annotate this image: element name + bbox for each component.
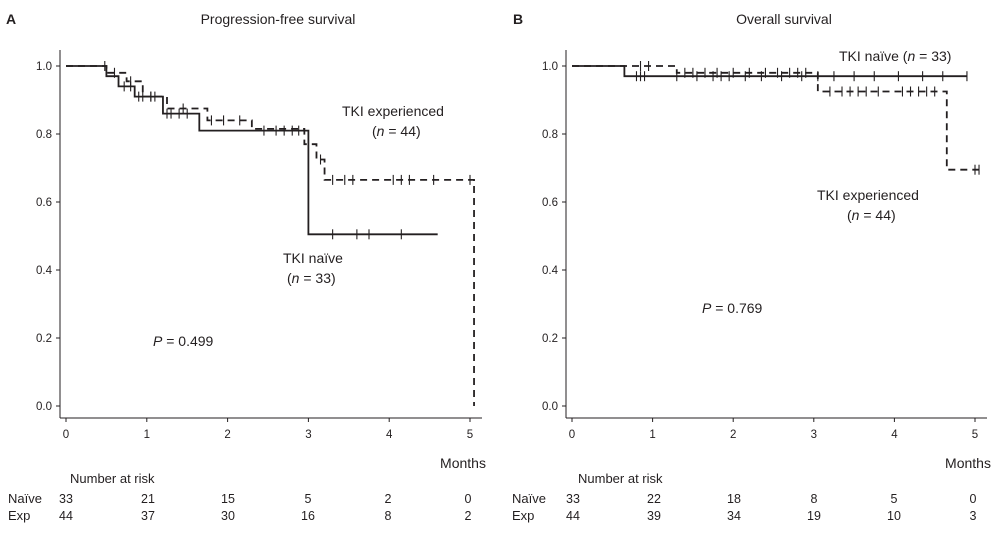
risk-row-label: Exp xyxy=(512,508,534,523)
x-axis-label: Months xyxy=(945,455,991,471)
risk-value: 44 xyxy=(59,509,73,523)
panel-letter: A xyxy=(6,11,16,27)
km-figure: A Progression-free survival 0.0 0.2 0.4 0.6 0.… xyxy=(0,0,1005,535)
risk-value: 30 xyxy=(221,509,235,523)
x-tick-label: 3 xyxy=(811,429,817,441)
y-tick-label: 0.4 xyxy=(36,265,53,277)
risk-row-label: Naïve xyxy=(512,491,546,506)
series-label-naive: TKI naïve (n = 33) xyxy=(839,48,951,64)
risk-value: 10 xyxy=(887,509,901,523)
y-tick-label: 0.4 xyxy=(542,265,559,277)
x-tick-label: 0 xyxy=(569,429,575,441)
risk-value: 39 xyxy=(647,509,661,523)
risk-value: 33 xyxy=(59,492,73,506)
series-label-experienced: TKI experienced xyxy=(342,103,444,119)
x-tick-label: 4 xyxy=(891,429,898,441)
risk-value: 2 xyxy=(465,509,472,523)
y-tick-label: 0.8 xyxy=(36,129,52,141)
y-tick-label: 0.6 xyxy=(542,197,558,209)
risk-value: 8 xyxy=(811,492,818,506)
risk-value: 33 xyxy=(566,492,580,506)
p-value: P = 0.769 xyxy=(702,300,763,316)
y-tick-label: 0.2 xyxy=(36,333,52,345)
risk-value: 22 xyxy=(647,492,661,506)
p-value: P = 0.499 xyxy=(153,333,214,349)
y-tick-label: 0.0 xyxy=(542,401,558,413)
risk-value: 19 xyxy=(807,509,821,523)
risk-row-label: Naïve xyxy=(8,491,42,506)
risk-value: 15 xyxy=(221,492,235,506)
y-tick-label: 0.6 xyxy=(36,197,52,209)
risk-value: 34 xyxy=(727,509,741,523)
x-axis-label: Months xyxy=(440,455,486,471)
x-tick-label: 2 xyxy=(730,429,736,441)
x-tick-label: 0 xyxy=(63,429,69,441)
risk-value: 5 xyxy=(891,492,898,506)
risk-row-label: Exp xyxy=(8,508,30,523)
risk-value: 21 xyxy=(141,492,155,506)
risk-value: 16 xyxy=(301,509,315,523)
risk-value: 2 xyxy=(385,492,392,506)
x-tick-label: 1 xyxy=(649,429,655,441)
panel-a: A Progression-free survival 0.0 0.2 0.4 0.6 0.… xyxy=(6,11,486,523)
y-tick-label: 0.0 xyxy=(36,401,52,413)
series-n-naive: (n = 33) xyxy=(287,270,336,286)
x-tick-label: 1 xyxy=(144,429,150,441)
series-label-experienced: TKI experienced xyxy=(817,187,919,203)
risk-table-heading: Number at risk xyxy=(578,471,663,486)
x-tick-label: 2 xyxy=(224,429,230,441)
risk-value: 0 xyxy=(465,492,472,506)
km-curve-naive xyxy=(572,66,967,76)
panel-letter: B xyxy=(513,11,523,27)
risk-value: 0 xyxy=(970,492,977,506)
series-label-naive: TKI naïve xyxy=(283,250,343,266)
km-curve-naive xyxy=(66,66,438,234)
km-curve-experienced xyxy=(572,66,979,170)
risk-value: 3 xyxy=(970,509,977,523)
x-tick-label: 5 xyxy=(467,429,473,441)
risk-value: 18 xyxy=(727,492,741,506)
y-tick-label: 0.8 xyxy=(542,129,558,141)
risk-value: 37 xyxy=(141,509,155,523)
series-n-experienced: (n = 44) xyxy=(372,123,421,139)
series-n-experienced: (n = 44) xyxy=(847,207,896,223)
x-tick-label: 4 xyxy=(386,429,393,441)
y-tick-label: 1.0 xyxy=(36,61,52,73)
x-tick-label: 3 xyxy=(305,429,311,441)
risk-value: 8 xyxy=(385,509,392,523)
y-tick-label: 0.2 xyxy=(542,333,558,345)
x-tick-label: 5 xyxy=(972,429,978,441)
chart-title: Overall survival xyxy=(736,11,832,27)
risk-value: 44 xyxy=(566,509,580,523)
risk-value: 5 xyxy=(305,492,312,506)
risk-table-heading: Number at risk xyxy=(70,471,155,486)
y-tick-label: 1.0 xyxy=(542,61,558,73)
chart-title: Progression-free survival xyxy=(201,11,356,27)
